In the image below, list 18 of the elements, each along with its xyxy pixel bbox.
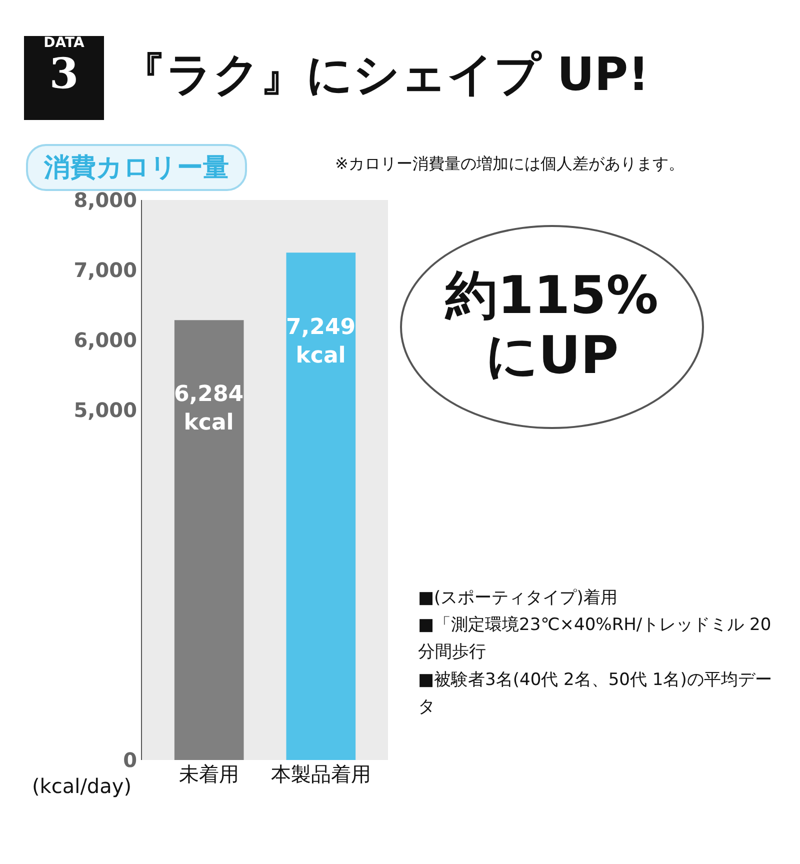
text: ■(スポーティタイプ)着用 (418, 587, 618, 610)
y-tick-label: 7,000 (74, 258, 137, 282)
x-tick-label: 本製品着用 (270, 762, 371, 786)
y-axis-title: (kcal/day) (32, 774, 132, 798)
text: DATA 3 (24, 35, 104, 120)
data-label: 6,284 kcal (174, 382, 244, 436)
data-label: 7,249 kcal (286, 315, 356, 369)
text: 約115%にUP (444, 266, 660, 387)
text: ■被験者3名(40代 2名、50代 1名)の平均データ (418, 668, 773, 719)
chart-subtitle: 消費カロリー量 (44, 153, 229, 183)
x-tick-label: 未着用 (179, 762, 240, 786)
y-tick-label: 0 (123, 748, 137, 772)
y-tick-label: 6,000 (74, 328, 137, 352)
chart-title: 『ラク』にシェイプ UP! (120, 46, 650, 103)
text: ※カロリー消費量の増加には個人差があります。 (335, 154, 684, 175)
y-tick-label: 8,000 (74, 188, 137, 212)
text: ■「測定環境23℃×40%RH/トレッドミル 20分間歩行 (418, 614, 772, 664)
y-tick-label: 5,000 (74, 398, 137, 422)
